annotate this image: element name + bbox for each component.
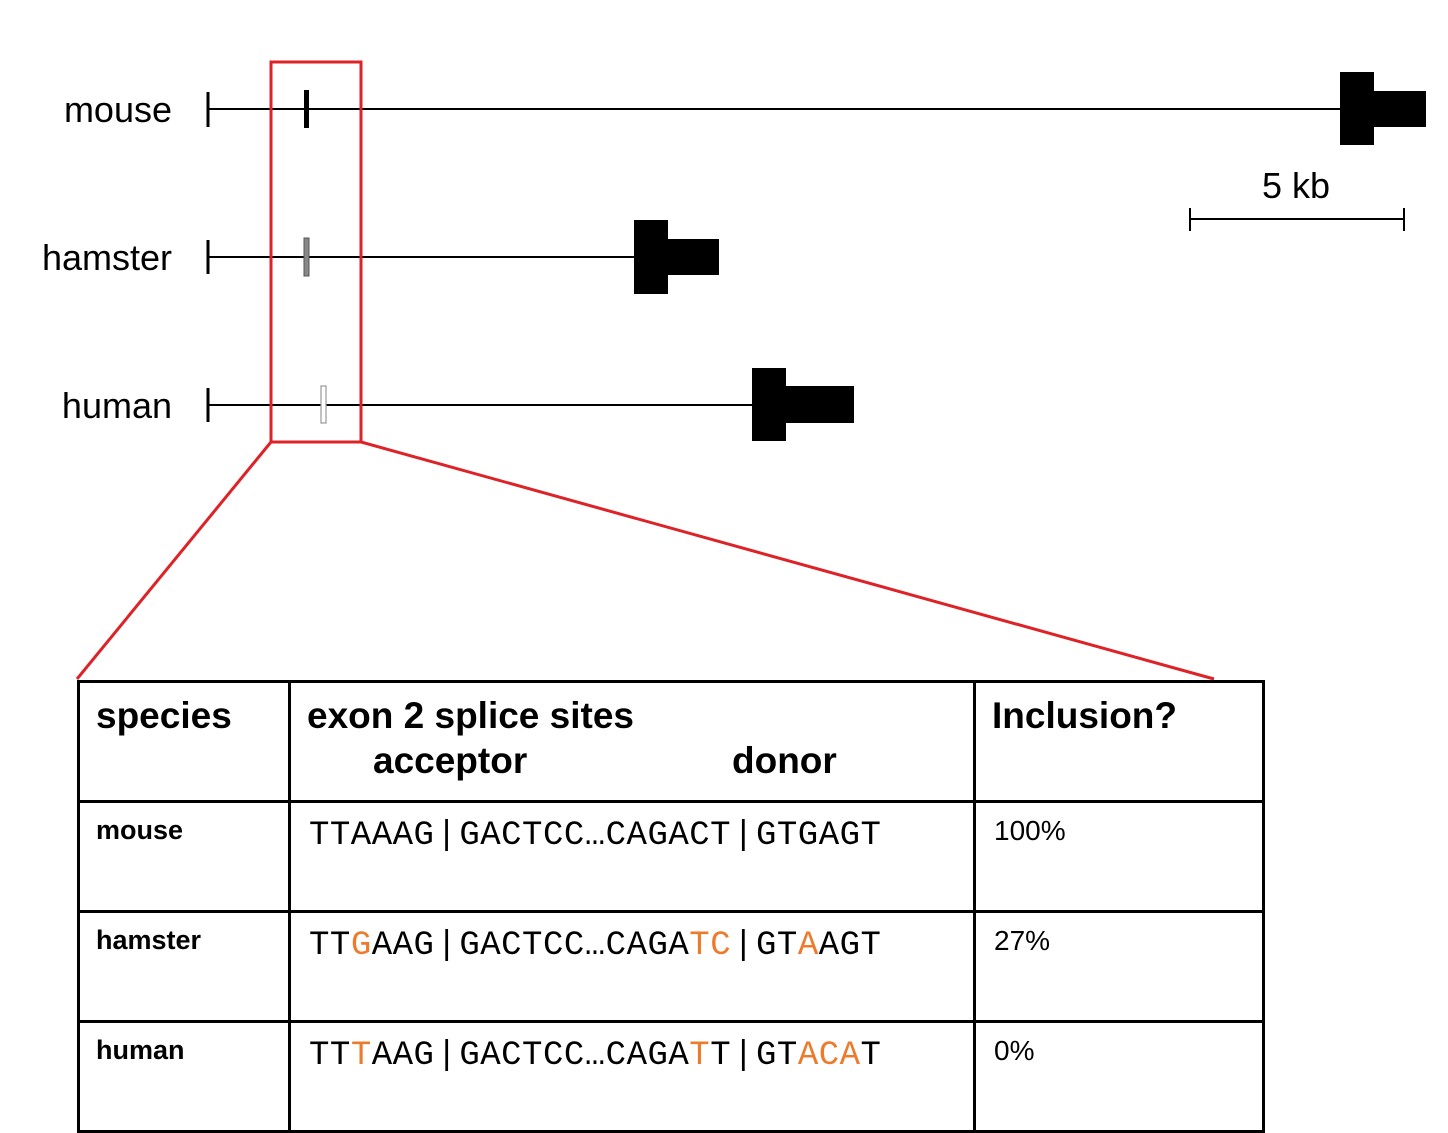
sequence-segment: AGT	[818, 927, 882, 965]
scale-bar	[1189, 208, 1405, 231]
sequence-segment: AAG	[371, 927, 435, 965]
sequence-segment: GTGAGT	[755, 817, 882, 855]
header-splice-sites: exon 2 splice sites acceptor donor	[288, 680, 976, 803]
header-splice-sites-title: exon 2 splice sites	[307, 695, 635, 736]
table-row: hamster TTGAAG|GACTCC…CAGATC|GTAAGT 27%	[77, 910, 1265, 1023]
row-sequence-hamster: TTGAAG|GACTCC…CAGATC|GTAAGT	[288, 910, 976, 1023]
splice-junction-marker: |	[436, 1037, 458, 1075]
exon2-highlight-box	[269, 60, 363, 444]
sequence-segment: GACTCC	[459, 927, 585, 965]
mouse-exon2	[304, 90, 309, 128]
header-acceptor: acceptor	[373, 740, 528, 781]
zoom-line-left	[75, 441, 273, 680]
sequence-segment: T	[710, 1037, 732, 1075]
splice-junction-marker: |	[733, 1037, 755, 1075]
sequence-segment: GT	[756, 1037, 798, 1075]
sequence-segment: TT	[309, 927, 351, 965]
human-gene-model	[206, 368, 854, 441]
row-inclusion-human: 0%	[973, 1020, 1265, 1133]
sequence-segment: GT	[756, 927, 798, 965]
row-sequence-human: TTTAAG|GACTCC…CAGATT|GTACAT	[288, 1020, 976, 1133]
table-row: human TTTAAG|GACTCC…CAGATT|GTACAT 0%	[77, 1020, 1265, 1133]
sequence-segment: …	[584, 1037, 606, 1075]
species-label-hamster: hamster	[41, 237, 172, 278]
row-sequence-mouse: TTAAAG|GACTCC…CAGACT|GTGAGT	[288, 800, 976, 913]
mismatch-nucleotides: A	[797, 927, 819, 965]
mismatch-nucleotides: ACA	[797, 1037, 861, 1075]
hamster-exon2	[303, 237, 310, 277]
mouse-gene-model	[206, 72, 1426, 145]
sequence-segment: …	[584, 927, 606, 965]
hamster-last-exon-cds	[664, 239, 719, 275]
human-last-exon-cds	[782, 386, 854, 423]
header-inclusion: Inclusion?	[973, 680, 1265, 803]
splice-junction-marker: |	[436, 817, 458, 855]
table-header-row: species exon 2 splice sites acceptor don…	[77, 680, 1265, 803]
mouse-last-exon-cds	[1370, 91, 1426, 127]
table-row: mouse TTAAAG|GACTCC…CAGACT|GTGAGT 100%	[77, 800, 1265, 913]
human-last-exon-utr	[752, 368, 786, 441]
mismatch-nucleotides: T	[350, 1037, 372, 1075]
row-inclusion-mouse: 100%	[973, 800, 1265, 913]
sequence-segment: T	[860, 1037, 882, 1075]
row-species-hamster: hamster	[77, 910, 291, 1023]
sequence-segment: CAGA	[605, 927, 690, 965]
scale-bar-label: 5 kb	[1262, 165, 1331, 206]
mismatch-nucleotides: TC	[689, 927, 732, 965]
mismatch-nucleotides: T	[689, 1037, 711, 1075]
sequence-segment: CAGA	[605, 1037, 690, 1075]
hamster-last-exon-utr	[634, 220, 668, 294]
species-label-human: human	[61, 385, 172, 426]
sequence-segment: …	[584, 817, 606, 855]
sequence-segment: TTAAAG	[309, 817, 435, 855]
sequence-segment: GACTCC	[459, 817, 585, 855]
row-species-human: human	[77, 1020, 291, 1133]
sequence-segment: CAGACT	[605, 817, 732, 855]
zoom-line-right	[360, 440, 1215, 681]
hamster-gene-model	[206, 220, 719, 294]
splice-junction-marker: |	[733, 817, 754, 855]
splice-junction-marker: |	[733, 927, 755, 965]
species-label-mouse: mouse	[63, 89, 172, 130]
human-exon2	[320, 385, 327, 424]
header-donor: donor	[732, 740, 837, 781]
row-inclusion-hamster: 27%	[973, 910, 1265, 1023]
sequence-segment: TT	[309, 1037, 351, 1075]
splice-junction-marker: |	[436, 927, 458, 965]
row-species-mouse: mouse	[77, 800, 291, 913]
sequence-segment: GACTCC	[459, 1037, 585, 1075]
splice-site-table: species exon 2 splice sites acceptor don…	[77, 680, 1265, 1133]
sequence-segment: AAG	[371, 1037, 435, 1075]
mouse-last-exon-utr	[1340, 72, 1374, 145]
header-species: species	[77, 680, 291, 803]
mismatch-nucleotides: G	[350, 927, 372, 965]
